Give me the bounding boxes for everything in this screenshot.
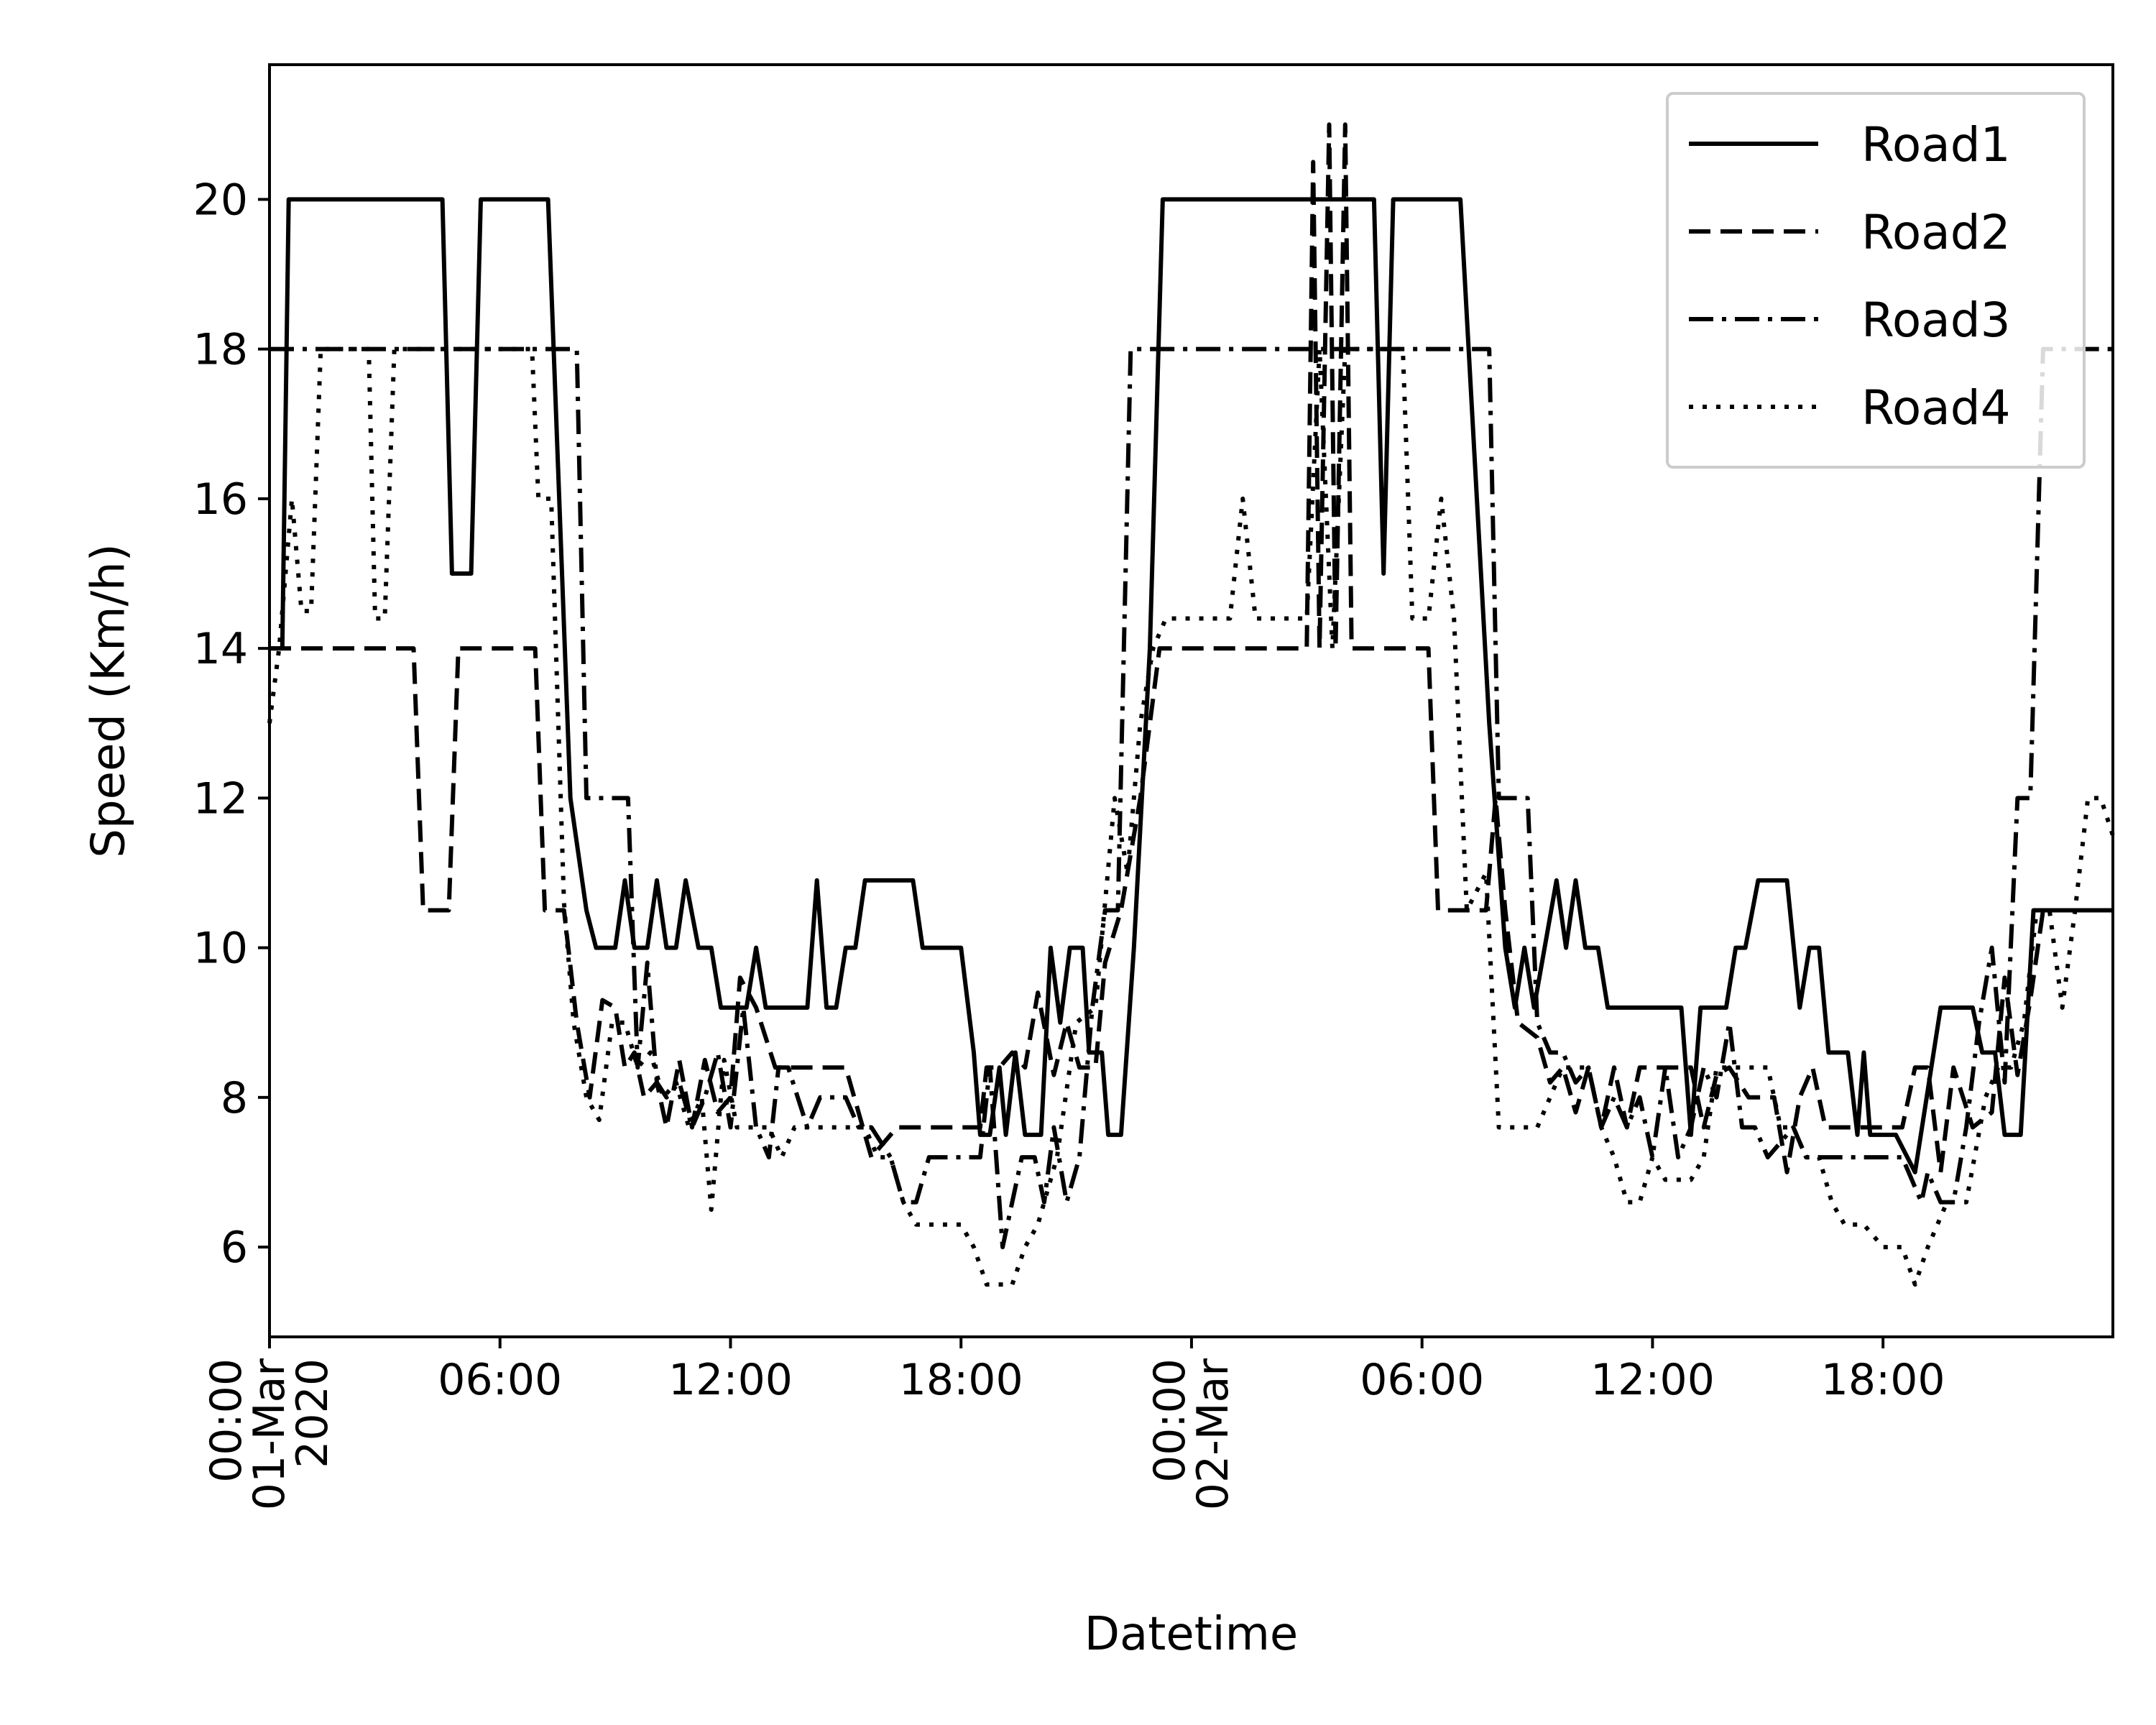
y-tick-label: 18 — [193, 325, 248, 375]
series-line-road1 — [270, 197, 2113, 1174]
legend-box — [1666, 92, 2086, 469]
x-tick-label: 12:00 — [668, 1355, 793, 1405]
series-layer — [267, 122, 2115, 1287]
y-tick-label: 10 — [193, 924, 248, 974]
legend-label-road1: Road1 — [1861, 117, 2011, 172]
legend-label-road3: Road3 — [1861, 293, 2011, 348]
legend-label-road4: Road4 — [1861, 380, 2011, 436]
y-tick-label: 12 — [193, 773, 248, 824]
x-tick-label: 06:00 — [1360, 1355, 1484, 1405]
y-tick-label: 6 — [221, 1223, 248, 1273]
x-axis-title: Datetime — [1084, 1608, 1299, 1661]
y-tick-label: 20 — [193, 175, 248, 225]
y-tick-label: 8 — [221, 1073, 248, 1123]
x-tick-label: 2020 — [287, 1358, 338, 1468]
y-tick-label: 14 — [193, 624, 248, 674]
x-tick-label: 18:00 — [899, 1355, 1023, 1405]
legend: Road1 Road2 Road3 Road4 — [1666, 92, 2086, 469]
x-tick-label: 00:00 — [1145, 1358, 1195, 1483]
series-line-road4 — [267, 346, 2115, 1287]
x-tick-label: 18:00 — [1821, 1355, 1945, 1405]
x-tick-label: 00:00 — [201, 1358, 252, 1483]
legend-label-road2: Road2 — [1861, 205, 2011, 260]
y-tick-label: 16 — [193, 474, 248, 525]
x-tick-label: 12:00 — [1590, 1355, 1715, 1405]
x-tick-label: 06:00 — [438, 1355, 562, 1405]
x-tick-label: 01-Mar — [244, 1358, 295, 1511]
y-axis-title: Speed (Km/h) — [82, 543, 135, 857]
x-tick-label: 02-Mar — [1188, 1358, 1238, 1511]
y-axis-ticks: 6 8 10 12 14 16 18 20 — [193, 175, 270, 1273]
